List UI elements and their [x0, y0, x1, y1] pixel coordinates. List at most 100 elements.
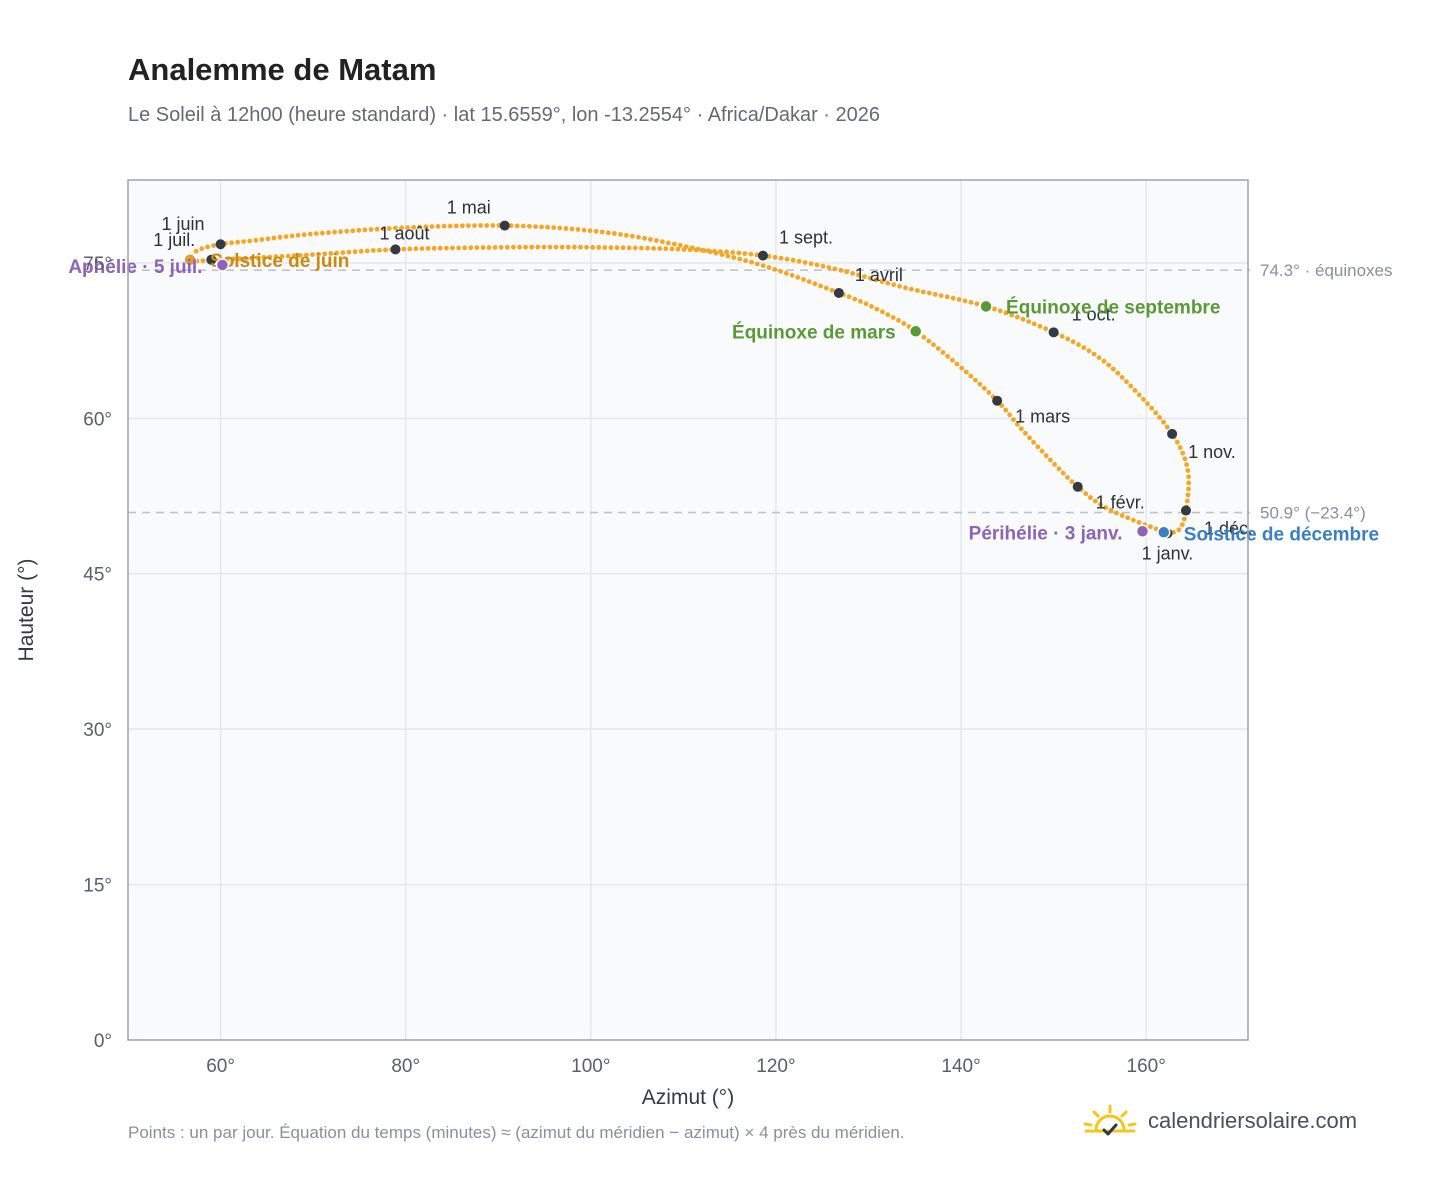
- daily-sun-point: [639, 245, 644, 251]
- daily-sun-point: [599, 229, 605, 235]
- daily-sun-point: [289, 233, 295, 239]
- month-label: 1 déc.: [1204, 519, 1253, 539]
- daily-sun-point: [926, 338, 932, 344]
- daily-sun-point: [1083, 491, 1089, 496]
- month-label: 1 janv.: [1142, 543, 1194, 563]
- daily-sun-point: [265, 236, 271, 242]
- daily-sun-point: [545, 224, 550, 230]
- daily-sun-point: [867, 275, 873, 281]
- daily-sun-point: [490, 223, 496, 228]
- daily-sun-point: [247, 238, 253, 244]
- daily-sun-point: [932, 292, 938, 297]
- daily-sun-point: [326, 230, 331, 236]
- daily-sun-point: [328, 251, 334, 256]
- daily-sun-point: [456, 245, 461, 251]
- daily-sun-point: [618, 232, 623, 237]
- daily-sun-point: [441, 223, 447, 229]
- month-point: [390, 244, 401, 255]
- daily-sun-point: [450, 245, 455, 251]
- daily-sun-point: [806, 279, 812, 284]
- daily-sun-point: [374, 226, 380, 232]
- daily-sun-point: [672, 241, 677, 247]
- daily-sun-point: [950, 295, 956, 301]
- daily-sun-point: [590, 245, 596, 250]
- daily-sun-point: [1157, 415, 1162, 420]
- daily-sun-point: [527, 223, 532, 229]
- daily-sun-point: [938, 293, 944, 298]
- daily-sun-point: [724, 249, 729, 255]
- daily-sun-point: [1035, 444, 1041, 450]
- daily-sun-point: [581, 227, 587, 233]
- daily-sun-point: [462, 245, 468, 251]
- daily-sun-point: [279, 254, 285, 259]
- daily-sun-point: [350, 228, 356, 234]
- daily-sun-point: [982, 385, 987, 391]
- daily-sun-point: [557, 225, 563, 231]
- daily-sun-point: [832, 266, 838, 272]
- daily-sun-point: [199, 246, 205, 252]
- daily-sun-point: [968, 299, 974, 305]
- daily-sun-point: [669, 246, 675, 252]
- daily-sun-point: [1125, 515, 1131, 521]
- daily-sun-point: [480, 245, 486, 250]
- daily-sun-point: [1003, 310, 1009, 316]
- daily-sun-point: [407, 246, 413, 252]
- daily-sun-point: [368, 227, 374, 232]
- daily-sun-point: [1177, 445, 1183, 450]
- daily-sun-point: [891, 282, 897, 288]
- daily-sun-point: [271, 235, 277, 241]
- month-point: [499, 220, 510, 231]
- daily-sun-point: [468, 245, 474, 251]
- daily-sun-point: [295, 232, 301, 238]
- daily-sun-point: [1039, 448, 1045, 454]
- daily-sun-point: [211, 243, 216, 249]
- daily-sun-point: [486, 245, 492, 250]
- daily-sun-point: [630, 233, 635, 239]
- daily-sun-point: [1185, 492, 1191, 498]
- daily-sun-point: [1161, 419, 1166, 425]
- daily-sun-point: [291, 253, 297, 259]
- daily-sun-point: [1091, 351, 1097, 357]
- daily-sun-point: [377, 247, 382, 253]
- daily-sun-point: [992, 306, 997, 312]
- month-point: [1180, 505, 1191, 516]
- daily-sun-point: [320, 230, 325, 236]
- daily-sun-point: [915, 288, 920, 293]
- daily-sun-point: [808, 261, 814, 267]
- daily-sun-point: [1176, 527, 1182, 533]
- daily-sun-point: [778, 268, 783, 274]
- daily-sun-point: [356, 227, 362, 233]
- daily-sun-point: [1181, 516, 1187, 522]
- daily-sun-point: [352, 249, 358, 255]
- daily-sun-point: [654, 238, 659, 243]
- daily-sun-point: [370, 248, 376, 253]
- daily-sun-point: [681, 247, 687, 252]
- daily-sun-point: [1065, 475, 1070, 480]
- daily-sun-point: [1007, 412, 1012, 418]
- daily-sun-point: [687, 247, 693, 253]
- daily-sun-point: [472, 223, 477, 229]
- daily-sun-point: [862, 274, 867, 279]
- y-tick-label: 75°: [83, 254, 112, 275]
- daily-sun-point: [205, 244, 210, 250]
- daily-sun-point: [383, 247, 388, 253]
- daily-sun-point: [259, 237, 265, 242]
- daily-sun-point: [539, 224, 544, 230]
- month-label: 1 avril: [855, 265, 903, 285]
- event-label: Périhélie · 3 janv.: [969, 523, 1123, 544]
- daily-sun-point: [903, 285, 908, 291]
- daily-sun-point: [334, 250, 340, 256]
- brand[interactable]: calendriersolaire.com: [1082, 1104, 1357, 1138]
- daily-sun-point: [237, 256, 242, 262]
- footnote: Points : un par jour. Équation du temps …: [128, 1123, 905, 1142]
- daily-sun-point: [1015, 314, 1020, 320]
- daily-sun-point: [760, 263, 766, 268]
- daily-sun-point: [1092, 498, 1098, 504]
- daily-sun-point: [1149, 405, 1154, 411]
- daily-sun-point: [801, 277, 806, 282]
- x-tick-label: 140°: [941, 1056, 980, 1077]
- daily-sun-point: [772, 267, 778, 272]
- y-tick-label: 45°: [83, 565, 112, 586]
- month-label: 1 août: [380, 223, 430, 243]
